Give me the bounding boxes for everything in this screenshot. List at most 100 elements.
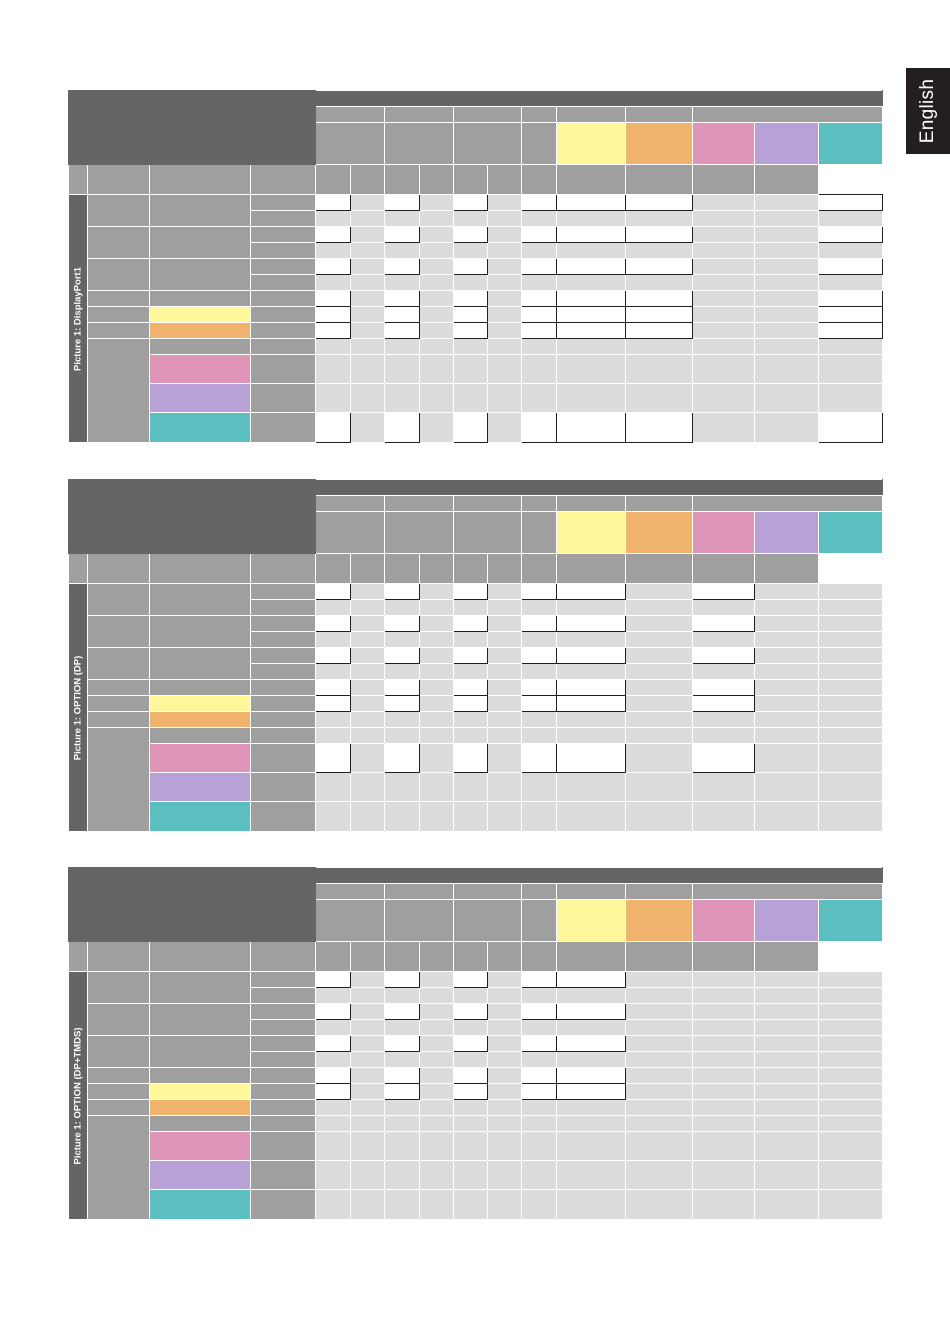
row-sublabel xyxy=(250,971,316,988)
color-swatch-2 xyxy=(625,511,693,554)
header-subgroup xyxy=(453,122,522,165)
data-cell xyxy=(556,987,626,1004)
data-cell xyxy=(692,1160,755,1190)
data-cell xyxy=(487,1083,522,1100)
data-cell xyxy=(419,727,454,744)
data-cell xyxy=(754,987,819,1004)
data-cell xyxy=(556,1003,626,1020)
header-subgroup xyxy=(453,511,522,554)
data-cell xyxy=(692,987,755,1004)
data-cell xyxy=(350,258,385,275)
data-cell xyxy=(625,743,693,773)
data-cell xyxy=(419,274,454,291)
compatibility-table-3: Picture 1: OPTION (DP+TMDS) xyxy=(68,867,884,1220)
data-cell xyxy=(453,1115,488,1132)
header-subgroup xyxy=(521,899,557,942)
data-cell xyxy=(692,383,755,413)
data-cell xyxy=(754,743,819,773)
data-cell xyxy=(817,1003,884,1020)
header-cell xyxy=(315,164,351,195)
data-cell xyxy=(556,971,626,988)
header-subgroup xyxy=(384,899,454,942)
data-cell xyxy=(692,210,755,227)
data-cell xyxy=(556,338,626,355)
data-cell xyxy=(754,338,819,355)
header-cell xyxy=(350,164,385,195)
data-cell xyxy=(384,1003,420,1020)
data-cell xyxy=(556,226,626,243)
data-cell xyxy=(384,1189,420,1220)
data-cell xyxy=(625,1131,693,1161)
data-cell xyxy=(556,383,626,413)
row-label xyxy=(149,412,251,443)
data-cell xyxy=(556,695,626,712)
row-sublabel xyxy=(250,383,316,413)
data-cell xyxy=(453,383,488,413)
data-cell xyxy=(384,338,420,355)
data-cell xyxy=(817,194,884,211)
row-sublabel xyxy=(250,274,316,291)
data-cell xyxy=(625,987,693,1004)
data-cell xyxy=(453,1131,488,1161)
data-cell xyxy=(315,290,351,307)
row-group xyxy=(87,615,150,648)
data-cell xyxy=(556,1067,626,1084)
data-cell xyxy=(817,1019,884,1036)
header-cell xyxy=(521,941,557,972)
data-cell xyxy=(350,290,385,307)
header-subgroup xyxy=(315,899,385,942)
color-swatch-2 xyxy=(625,122,693,165)
header-band xyxy=(314,90,884,107)
data-cell xyxy=(817,743,884,773)
header-cell xyxy=(149,553,251,584)
table-title: Picture 1: DisplayPort1 xyxy=(72,266,84,371)
data-cell xyxy=(556,290,626,307)
row-sublabel xyxy=(250,210,316,227)
data-cell xyxy=(817,1051,884,1068)
data-cell xyxy=(817,338,884,355)
row-sublabel xyxy=(250,1131,316,1161)
data-cell xyxy=(487,210,522,227)
color-swatch-4 xyxy=(754,899,819,942)
data-cell xyxy=(350,1051,385,1068)
data-cell xyxy=(692,647,755,664)
row-sublabel xyxy=(250,338,316,355)
data-cell xyxy=(692,727,755,744)
data-cell xyxy=(487,1131,522,1161)
data-cell xyxy=(384,1051,420,1068)
data-cell xyxy=(315,679,351,696)
color-swatch-3 xyxy=(692,899,755,942)
data-cell xyxy=(487,383,522,413)
data-cell xyxy=(453,1035,488,1052)
data-cell xyxy=(556,615,626,632)
header-cell xyxy=(521,164,557,195)
data-cell xyxy=(384,711,420,728)
row-label xyxy=(149,647,251,680)
color-swatch-3 xyxy=(692,511,755,554)
data-cell xyxy=(315,695,351,712)
data-cell xyxy=(521,1115,557,1132)
row-sublabel xyxy=(250,1051,316,1068)
data-cell xyxy=(692,679,755,696)
data-cell xyxy=(419,354,454,384)
row-group xyxy=(87,695,150,712)
data-cell xyxy=(556,258,626,275)
data-cell xyxy=(625,412,693,443)
data-cell xyxy=(521,615,557,632)
table-title-cell: Picture 1: DisplayPort1 xyxy=(68,194,88,443)
data-cell xyxy=(692,1083,755,1100)
data-cell xyxy=(315,412,351,443)
data-cell xyxy=(625,242,693,259)
header-group xyxy=(691,883,884,900)
data-cell xyxy=(487,647,522,664)
row-label xyxy=(149,383,251,413)
header-cell xyxy=(384,941,420,972)
row-label xyxy=(149,615,251,648)
data-cell xyxy=(419,599,454,616)
data-cell xyxy=(487,338,522,355)
row-sublabel xyxy=(250,647,316,664)
data-cell xyxy=(350,1160,385,1190)
data-cell xyxy=(556,1115,626,1132)
data-cell xyxy=(384,1067,420,1084)
data-cell xyxy=(315,274,351,291)
